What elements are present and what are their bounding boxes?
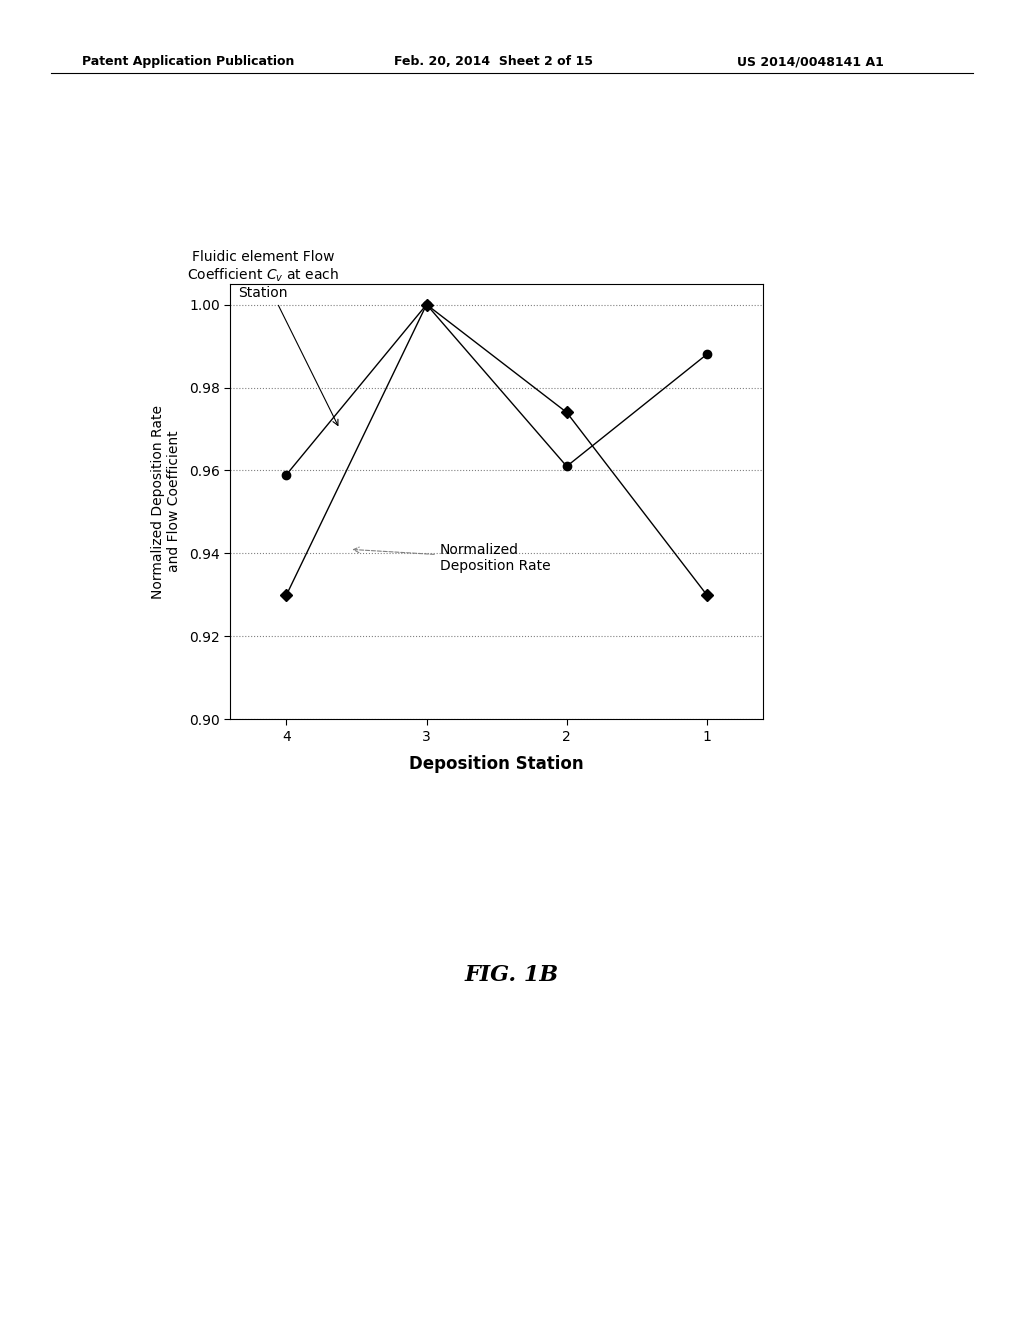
Text: Feb. 20, 2014  Sheet 2 of 15: Feb. 20, 2014 Sheet 2 of 15	[394, 55, 593, 69]
Y-axis label: Normalized Deposition Rate
and Flow Coefficient: Normalized Deposition Rate and Flow Coef…	[151, 405, 181, 598]
X-axis label: Deposition Station: Deposition Station	[410, 755, 584, 774]
Text: Fluidic element Flow
Coefficient $C_v$ at each
Station: Fluidic element Flow Coefficient $C_v$ a…	[187, 249, 339, 425]
Text: US 2014/0048141 A1: US 2014/0048141 A1	[737, 55, 884, 69]
Text: Patent Application Publication: Patent Application Publication	[82, 55, 294, 69]
Text: FIG. 1B: FIG. 1B	[465, 964, 559, 986]
Text: Normalized
Deposition Rate: Normalized Deposition Rate	[353, 543, 551, 573]
